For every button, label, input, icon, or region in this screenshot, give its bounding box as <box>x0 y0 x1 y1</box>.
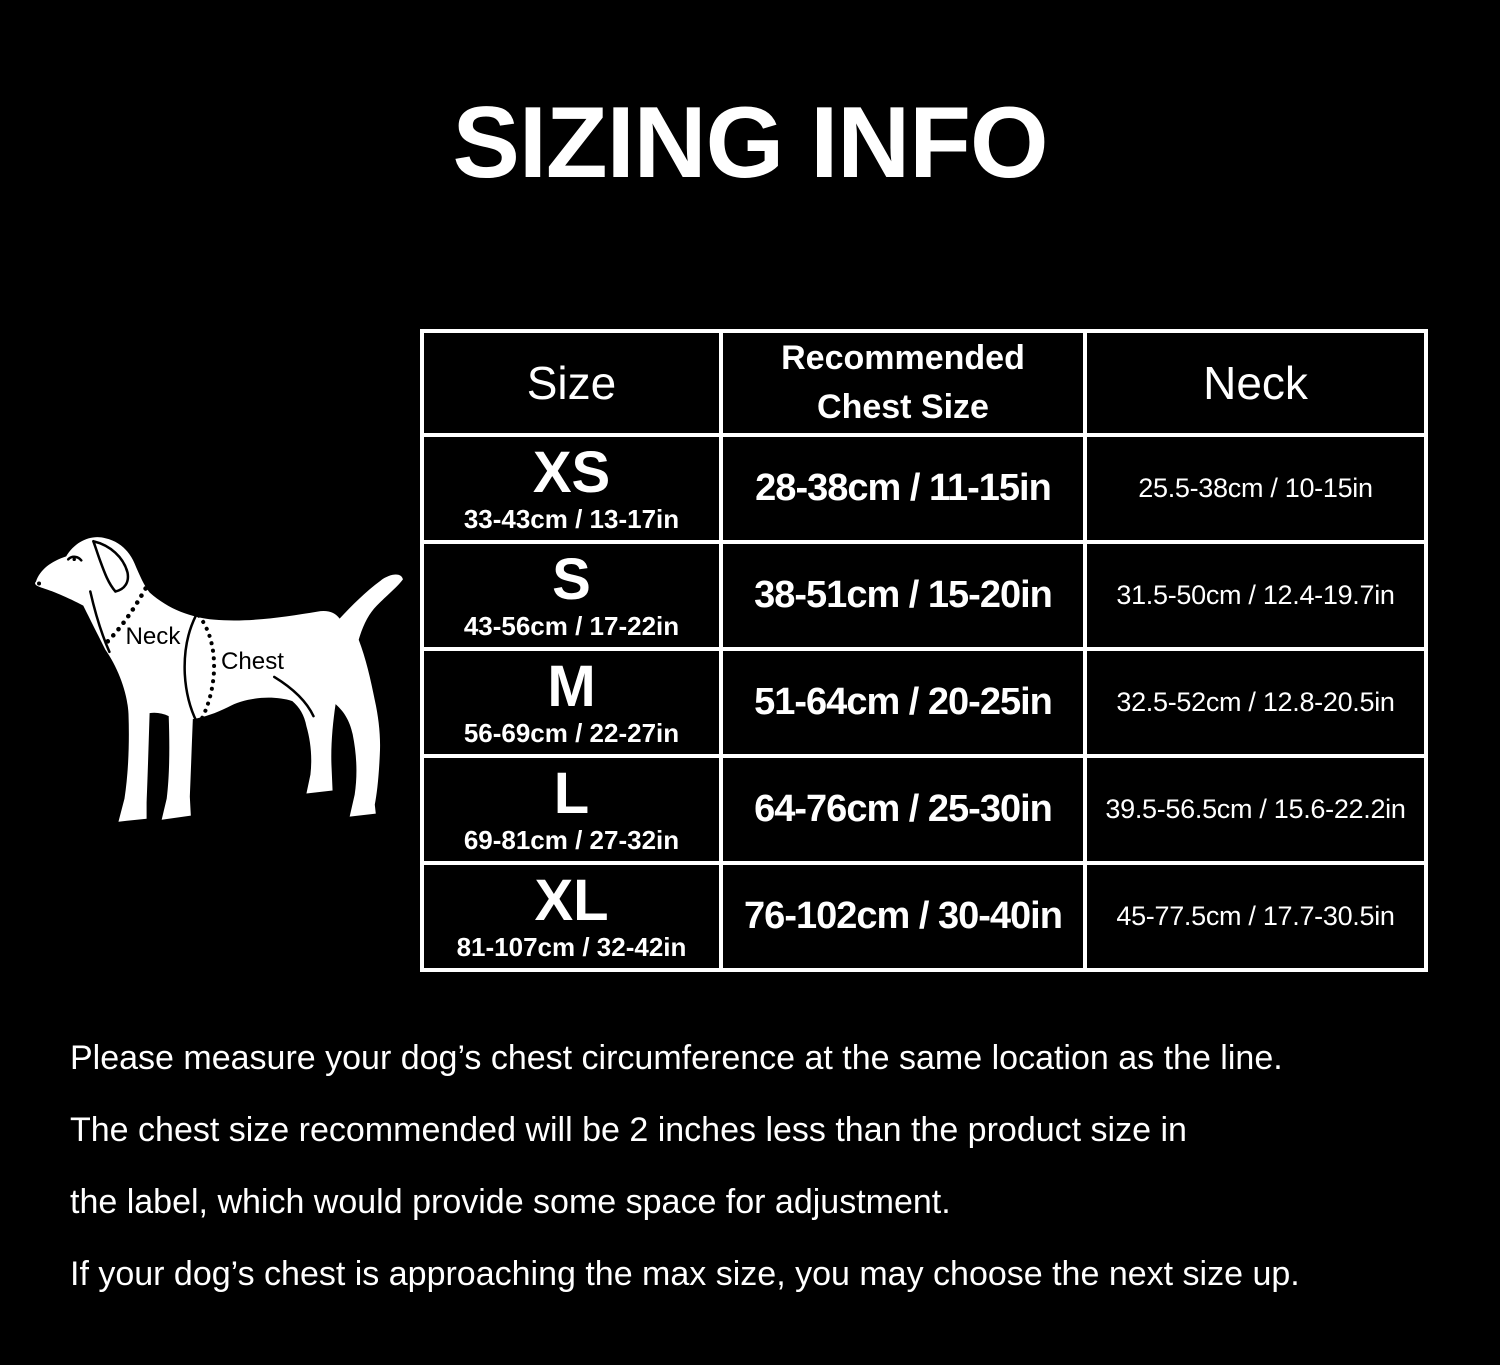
page-title: SIZING INFO <box>452 87 1049 199</box>
header-size: Size <box>420 329 723 437</box>
note-line: the label, which would provide some spac… <box>70 1183 951 1221</box>
size-cell: S 43-56cm / 17-22in <box>420 540 723 651</box>
size-detail: 69-81cm / 27-32in <box>463 824 680 855</box>
size-detail: 81-107cm / 32-42in <box>456 931 687 962</box>
chest-cell: 76-102cm / 30-40in <box>719 861 1087 972</box>
chest-measurement-line-solid <box>183 614 199 724</box>
table-row-l: L 69-81cm / 27-32in 64-76cm / 25-30in 39… <box>420 754 1428 865</box>
dog-ear-line <box>92 539 130 593</box>
note-line: The chest size recommended will be 2 inc… <box>70 1111 1187 1149</box>
table-row-m: M 56-69cm / 22-27in 51-64cm / 20-25in 32… <box>420 647 1428 758</box>
header-chest: Recommended Chest Size <box>719 329 1087 437</box>
size-label: S <box>552 546 591 612</box>
dog-body-shape <box>35 537 403 822</box>
size-detail: 56-69cm / 22-27in <box>463 717 680 748</box>
table-row-xl: XL 81-107cm / 32-42in 76-102cm / 30-40in… <box>420 861 1428 972</box>
neck-measurement-line <box>103 586 148 647</box>
chest-measure-label: Chest <box>221 648 284 675</box>
measuring-notes: Please measure your dog’s chest circumfe… <box>70 1040 1490 1328</box>
table-row-s: S 43-56cm / 17-22in 38-51cm / 15-20in 31… <box>420 540 1428 651</box>
dog-nose-dot <box>37 581 42 586</box>
size-cell: XL 81-107cm / 32-42in <box>420 861 723 972</box>
dog-eye-dot <box>72 557 76 562</box>
neck-cell: 39.5-56.5cm / 15.6-22.2in <box>1083 754 1428 865</box>
table-row-xs: XS 33-43cm / 13-17in 28-38cm / 11-15in 2… <box>420 433 1428 544</box>
neck-cell: 45-77.5cm / 17.7-30.5in <box>1083 861 1428 972</box>
size-label: XL <box>534 867 609 933</box>
size-label: L <box>553 760 590 826</box>
size-cell: M 56-69cm / 22-27in <box>420 647 723 758</box>
note-line: If your dog’s chest is approaching the m… <box>70 1255 1300 1293</box>
dog-eye-line <box>66 555 83 562</box>
neck-cell: 25.5-38cm / 10-15in <box>1083 433 1428 544</box>
dog-thigh-line <box>273 675 315 718</box>
note-line: Please measure your dog’s chest circumfe… <box>70 1039 1283 1077</box>
dog-silhouette-icon: Neck Chest <box>35 537 403 822</box>
size-cell: L 69-81cm / 27-32in <box>420 754 723 865</box>
size-label: M <box>547 653 596 719</box>
size-detail: 43-56cm / 17-22in <box>463 610 680 641</box>
neck-measure-label: Neck <box>125 623 181 650</box>
dog-mouth-line <box>35 586 54 594</box>
neck-cell: 31.5-50cm / 12.4-19.7in <box>1083 540 1428 651</box>
dog-shoulder-line <box>89 590 111 654</box>
table-header-row: Size Recommended Chest Size Neck <box>420 329 1428 437</box>
chest-cell: 28-38cm / 11-15in <box>719 433 1087 544</box>
size-detail: 33-43cm / 13-17in <box>463 503 680 534</box>
sizing-table: Size Recommended Chest Size Neck XS 33-4… <box>420 329 1428 972</box>
header-neck: Neck <box>1083 329 1428 437</box>
neck-cell: 32.5-52cm / 12.8-20.5in <box>1083 647 1428 758</box>
chest-cell: 38-51cm / 15-20in <box>719 540 1087 651</box>
size-label: XS <box>532 439 611 505</box>
dog-measurement-diagram: Neck Chest <box>33 531 415 843</box>
size-cell: XS 33-43cm / 13-17in <box>420 433 723 544</box>
chest-measurement-line-dotted <box>196 613 217 725</box>
chest-cell: 51-64cm / 20-25in <box>719 647 1087 758</box>
chest-cell: 64-76cm / 25-30in <box>719 754 1087 865</box>
